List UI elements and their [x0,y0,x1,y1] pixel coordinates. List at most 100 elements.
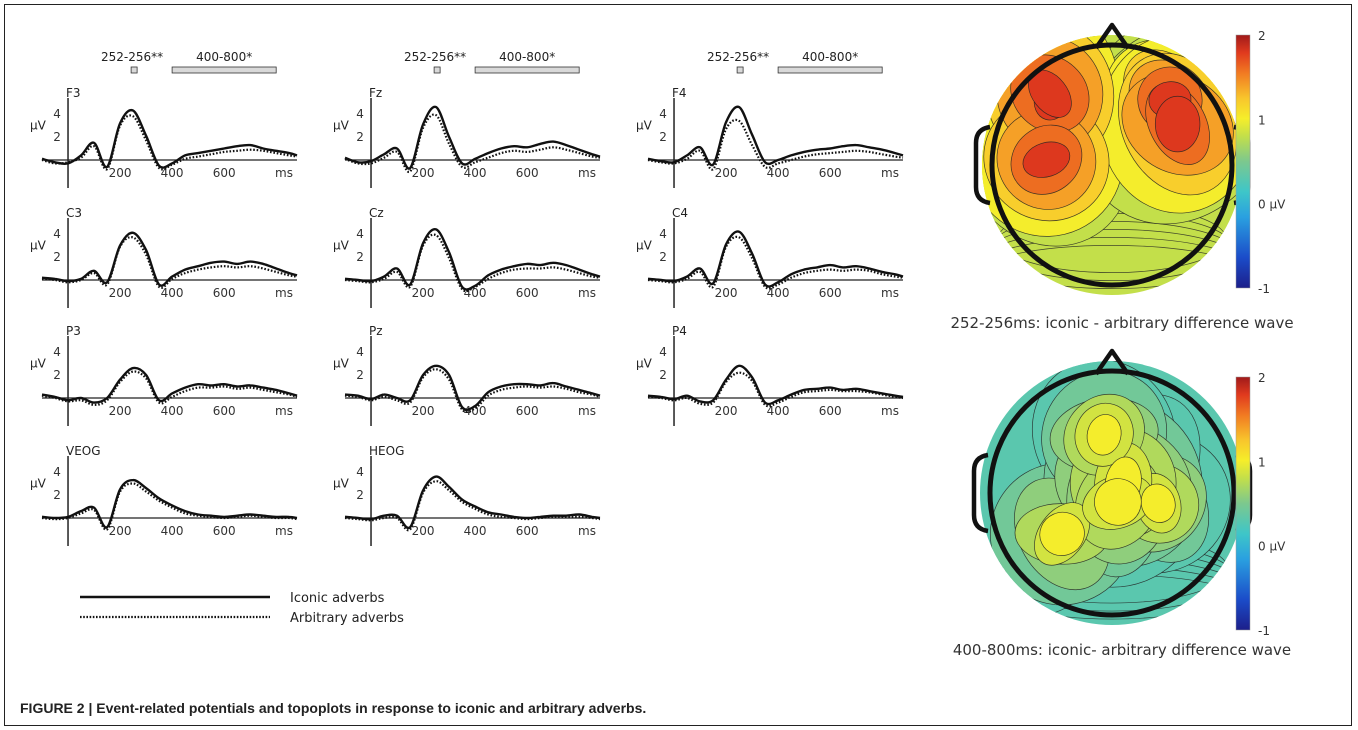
iconic-series-line [41,108,298,169]
y-unit-label: μV [30,477,47,491]
y-tick-label: 2 [659,130,667,144]
y-unit-label: μV [636,357,653,371]
x-tick-label: 400 [767,404,790,418]
significance-bar [171,66,277,74]
y-tick-label: 4 [356,107,364,121]
topoplot-top: 2 1 0 μV -1 252-256ms: iconic - arbitrary di… [950,22,1294,332]
x-unit-label: ms [578,166,596,180]
x-unit-label: ms [275,166,293,180]
iconic-series-line [344,475,601,530]
x-tick-label: 400 [464,404,487,418]
significance-bar [736,66,744,74]
x-unit-label: ms [578,404,596,418]
x-tick-label: 200 [109,286,132,300]
x-tick-label: 200 [715,166,738,180]
channel-label: P4 [672,324,687,338]
caption-text: Event-related potentials and topoplots i… [96,700,647,716]
legend: Iconic adverbs Arbitrary adverbs [80,591,404,626]
significance-label: 400-800* [196,50,252,64]
iconic-series-line [41,478,298,529]
x-tick-label: 600 [819,286,842,300]
y-unit-label: μV [333,119,350,133]
y-tick-label: 4 [659,345,667,359]
figure-frame [4,4,1352,726]
x-tick-label: 600 [213,166,236,180]
legend-label: Arbitrary adverbs [290,611,404,626]
channel-label: F3 [66,86,81,100]
x-unit-label: ms [275,524,293,538]
contour-line [982,245,1242,295]
y-tick-label: 4 [53,227,61,241]
x-tick-label: 400 [161,404,184,418]
y-tick-label: 2 [53,130,61,144]
y-unit-label: μV [30,357,47,371]
arbitrary-series-line [647,235,904,290]
erp-subplot-c3: C3 2 4 μV 200 400 600 ms [30,206,298,308]
x-unit-label: ms [881,166,899,180]
nose [1094,348,1130,376]
erp-subplot-f3: F3 2 4 μV 200 400 600 ms 252-256** 400-800* [30,50,298,188]
significance-bar [433,66,441,74]
significance-label: 252-256** [404,50,466,64]
channel-label: Pz [369,324,383,338]
iconic-series-line [344,105,601,170]
topoplot-panel: 2 1 0 μV -1 252-256ms: iconic - arbitrary di… [950,22,1294,659]
x-tick-label: 400 [767,166,790,180]
topoplot-contours [982,35,1242,295]
y-unit-label: μV [333,477,350,491]
y-tick-label: 2 [53,250,61,264]
erp-subplot-p4: P4 2 4 μV 200 400 600 ms [636,324,904,426]
y-unit-label: μV [636,119,653,133]
x-tick-label: 600 [213,286,236,300]
channel-label: Cz [369,206,384,220]
channel-label: HEOG [369,444,404,458]
iconic-series-line [647,364,904,406]
colorbar-tick-label: 0 μV [1258,540,1286,554]
erp-panel: F3 2 4 μV 200 400 600 ms 252-256** 400-800* Fz 2 4 μV… [30,50,904,626]
iconic-series-line [647,230,904,288]
colorbar-tick-label: -1 [1258,282,1270,296]
contour-level [1086,414,1122,456]
x-tick-label: 600 [819,166,842,180]
y-unit-label: μV [30,119,47,133]
colorbar-tick-label: -1 [1258,624,1270,638]
x-tick-label: 600 [213,524,236,538]
colorbar-tick-label: 2 [1258,371,1266,385]
x-tick-label: 200 [412,404,435,418]
x-unit-label: ms [578,524,596,538]
colorbar-tick-label: 1 [1258,455,1266,469]
contour-level [1154,95,1201,153]
significance-bar [474,66,580,74]
significance-label: 400-800* [802,50,858,64]
iconic-series-line [344,364,601,411]
y-tick-label: 4 [53,345,61,359]
x-unit-label: ms [578,286,596,300]
y-tick-label: 2 [356,250,364,264]
x-tick-label: 400 [161,286,184,300]
arbitrary-series-line [647,118,904,171]
channel-label: F4 [672,86,687,100]
colorbar-tick-label: 1 [1258,113,1266,127]
x-tick-label: 600 [516,286,539,300]
iconic-series-line [344,227,601,291]
y-tick-label: 2 [659,368,667,382]
topoplot-bottom: 2 1 0 μV -1 400-800ms: iconic- arbitrary dif… [953,348,1291,659]
x-tick-label: 600 [516,524,539,538]
colorbar-tick-label: 0 μV [1258,198,1286,212]
x-tick-label: 200 [412,286,435,300]
legend-label: Iconic adverbs [290,591,385,606]
erp-subplot-p3: P3 2 4 μV 200 400 600 ms [30,324,298,426]
erp-subplot-f4: F4 2 4 μV 200 400 600 ms 252-256** 400-800* [636,50,904,188]
x-tick-label: 200 [715,404,738,418]
erp-subplot-pz: Pz 2 4 μV 200 400 600 ms [333,324,601,426]
iconic-series-line [647,105,904,167]
channel-label: P3 [66,324,81,338]
colorbar [1235,34,1251,289]
significance-bar [777,66,883,74]
head-outline [987,368,1237,618]
significance-label: 400-800* [499,50,555,64]
significance-bar [130,66,138,74]
nose [1094,22,1130,50]
y-tick-label: 2 [659,250,667,264]
figure-caption: FIGURE 2 | Event-related potentials and … [20,700,646,716]
